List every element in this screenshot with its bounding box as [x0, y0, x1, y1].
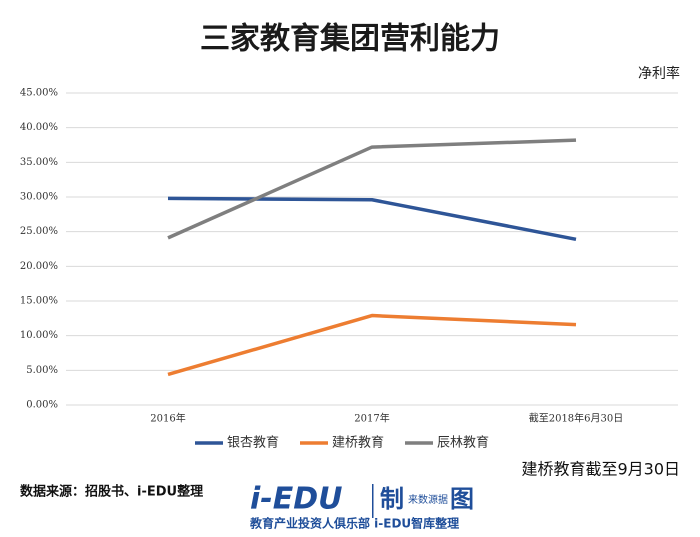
- x-tick-label: 2017年: [354, 412, 389, 425]
- logo-icon: 图: [450, 485, 474, 513]
- legend-label: 银杏教育: [227, 435, 279, 451]
- legend-label: 辰林教育: [437, 435, 489, 451]
- chart-title: 三家教育集团营利能力: [200, 22, 500, 57]
- logo-caption: 教育产业投资人俱乐部 i-EDU智库整理: [249, 516, 459, 531]
- y-tick-label: 25.00%: [20, 226, 58, 237]
- y-tick-label: 0.00%: [26, 400, 58, 411]
- y-tick-label: 10.00%: [20, 330, 58, 341]
- y-tick-label: 45.00%: [20, 88, 58, 99]
- logo-tag: 来数源据: [408, 493, 448, 506]
- series-line: [167, 196, 577, 242]
- logo: i-EDU 制 来数源据 图 教育产业投资人俱乐部 i-EDU智库整理: [249, 482, 474, 531]
- x-tick-label: 截至2018年6月30日: [529, 412, 624, 425]
- series-line: [167, 138, 577, 240]
- y-tick-label: 20.00%: [20, 261, 58, 272]
- y-tick-label: 40.00%: [20, 122, 58, 133]
- source: 数据来源：招股书、i-EDU整理: [20, 484, 203, 500]
- logo-divider: [372, 484, 374, 518]
- y-tick-label: 35.00%: [20, 157, 58, 168]
- subtitle: 净利率: [638, 65, 680, 82]
- note: 建桥教育截至9月30日: [521, 460, 680, 479]
- legend-label: 建桥教育: [332, 435, 384, 451]
- y-tick-label: 5.00%: [26, 365, 58, 376]
- series-line: [167, 313, 577, 377]
- y-tick-label: 30.00%: [20, 192, 58, 203]
- logo-brand: i-EDU: [250, 482, 343, 517]
- y-tick-label: 15.00%: [20, 296, 58, 307]
- logo-mark: 制: [380, 485, 404, 513]
- x-tick-label: 2016年: [150, 412, 185, 425]
